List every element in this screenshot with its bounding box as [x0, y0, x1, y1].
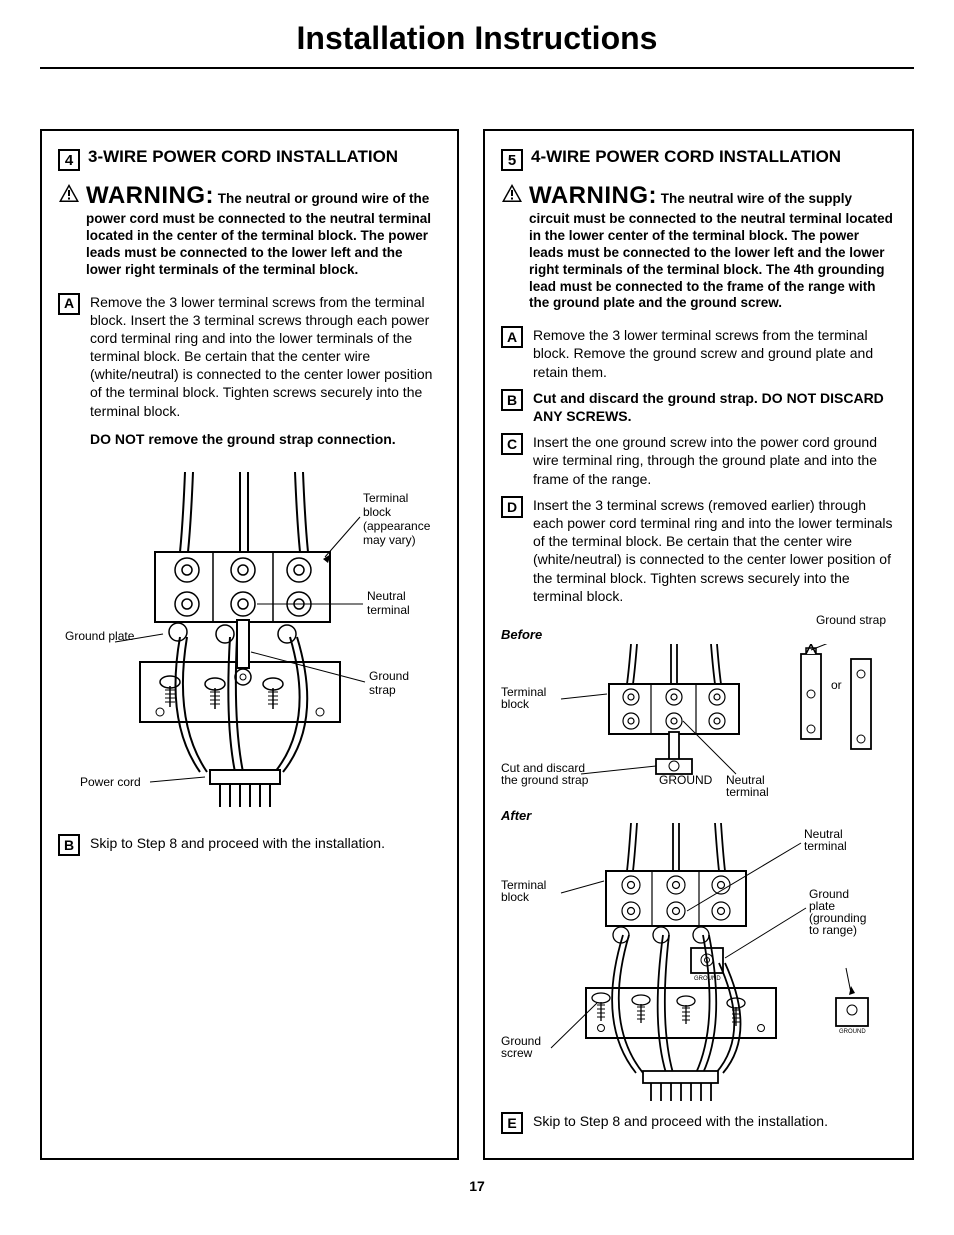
svg-text:the ground strap: the ground strap — [501, 773, 589, 787]
letter-d: D — [501, 496, 523, 518]
left-diagram: Terminal block (appearance may vary) Neu… — [58, 462, 441, 822]
svg-text:block: block — [501, 890, 530, 904]
step-5-title: 4-WIRE POWER CORD INSTALLATION — [531, 147, 841, 167]
step-4-title: 3-WIRE POWER CORD INSTALLATION — [88, 147, 398, 167]
svg-text:GROUND: GROUND — [694, 976, 721, 982]
right-substep-d: D Insert the 3 terminal screws (removed … — [501, 496, 896, 605]
step-4-number: 4 — [58, 149, 80, 171]
step-5-header: 5 4-WIRE POWER CORD INSTALLATION — [501, 147, 896, 171]
left-warning: WARNING: The neutral or ground wire of t… — [58, 181, 441, 279]
right-substep-c-text: Insert the one ground screw into the pow… — [533, 433, 896, 488]
right-before-diagram: Ground strap Before — [501, 613, 896, 804]
right-column: 5 4-WIRE POWER CORD INSTALLATION WARNING… — [483, 129, 914, 1160]
svg-text:terminal: terminal — [367, 603, 410, 617]
svg-text:GROUND: GROUND — [839, 1029, 866, 1035]
right-substep-d-text: Insert the 3 terminal screws (removed ea… — [533, 496, 896, 605]
label-ground-plate: Ground plate — [65, 629, 135, 643]
right-substep-b-text: Cut and discard the ground strap. DO NOT… — [533, 389, 896, 425]
left-substep-a-text: Remove the 3 lower terminal screws from … — [90, 294, 432, 419]
right-substep-a-text: Remove the 3 lower terminal screws from … — [533, 326, 896, 381]
page-title: Installation Instructions — [40, 20, 914, 69]
left-substep-b: B Skip to Step 8 and proceed with the in… — [58, 834, 441, 856]
svg-text:terminal: terminal — [726, 785, 769, 799]
svg-text:terminal: terminal — [804, 839, 847, 853]
right-substep-a: A Remove the 3 lower terminal screws fro… — [501, 326, 896, 381]
right-substep-e: E Skip to Step 8 and proceed with the in… — [501, 1112, 896, 1134]
svg-text:may vary): may vary) — [363, 533, 416, 547]
letter-c: C — [501, 433, 523, 455]
left-column: 4 3-WIRE POWER CORD INSTALLATION WARNING… — [40, 129, 459, 1160]
svg-text:block: block — [501, 697, 530, 711]
label-or: or — [831, 678, 842, 692]
step-4-header: 4 3-WIRE POWER CORD INSTALLATION — [58, 147, 441, 171]
right-substep-e-text: Skip to Step 8 and proceed with the inst… — [533, 1112, 828, 1134]
label-terminal-block: Terminal — [363, 491, 408, 505]
content-columns: 4 3-WIRE POWER CORD INSTALLATION WARNING… — [40, 129, 914, 1160]
page-number: 17 — [40, 1178, 914, 1194]
warning-icon — [501, 183, 523, 203]
left-substep-a-note: DO NOT remove the ground strap connectio… — [90, 430, 441, 448]
step-5-number: 5 — [501, 149, 523, 171]
right-after-diagram: After — [501, 808, 896, 1108]
left-substep-b-text: Skip to Step 8 and proceed with the inst… — [90, 834, 385, 856]
letter-b: B — [501, 389, 523, 411]
label-neutral-terminal: Neutral — [367, 589, 406, 603]
svg-text:strap: strap — [369, 683, 396, 697]
label-power-cord: Power cord — [80, 775, 141, 789]
label-ground-strap: Ground — [369, 669, 409, 683]
letter-b: B — [58, 834, 80, 856]
right-warning: WARNING: The neutral wire of the supply … — [501, 181, 896, 312]
letter-a: A — [501, 326, 523, 348]
warning-word: WARNING: — [86, 182, 214, 209]
svg-text:to range): to range) — [809, 923, 857, 937]
svg-text:screw: screw — [501, 1046, 533, 1060]
right-substep-c: C Insert the one ground screw into the p… — [501, 433, 896, 488]
svg-text:(appearance: (appearance — [363, 519, 431, 533]
letter-e: E — [501, 1112, 523, 1134]
before-label: Before — [501, 627, 896, 642]
label-ground-strap-top: Ground strap — [501, 613, 896, 627]
after-label: After — [501, 808, 896, 823]
right-substep-b: B Cut and discard the ground strap. DO N… — [501, 389, 896, 425]
warning-icon — [58, 183, 80, 203]
left-substep-a: A Remove the 3 lower terminal screws fro… — [58, 293, 441, 449]
svg-text:GROUND: GROUND — [659, 773, 713, 787]
letter-a: A — [58, 293, 80, 315]
warning-word: WARNING: — [529, 182, 657, 209]
svg-text:block: block — [363, 505, 392, 519]
